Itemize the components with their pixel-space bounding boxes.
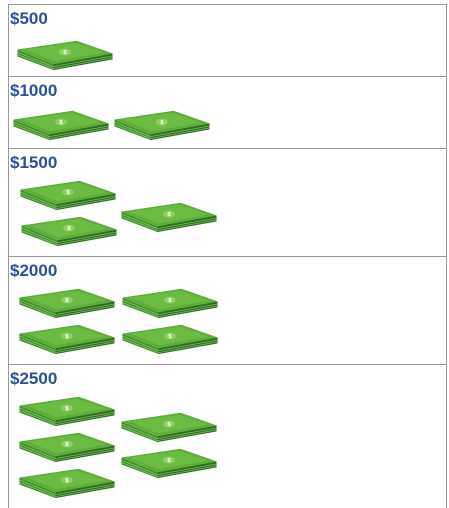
money-stack-icon: [18, 396, 116, 427]
money-stack-icon: [18, 288, 116, 319]
money-stack-icon: [18, 468, 116, 499]
money-stack-icon: [120, 412, 218, 443]
row-label: $2000: [10, 261, 57, 280]
money-stack-icon: [18, 432, 116, 463]
row-label: $500: [10, 9, 48, 28]
money-stack-icon: [121, 288, 219, 319]
row-label: $2500: [10, 369, 57, 388]
row-label: $1000: [10, 81, 57, 100]
money-stack-icon: [16, 40, 114, 71]
money-stack-icon: [113, 110, 211, 141]
money-stack-icon: [18, 324, 116, 355]
money-stack-icon: [12, 110, 110, 141]
money-stack-icon: [19, 180, 117, 211]
money-stack-icon: [121, 324, 219, 355]
money-stack-icon: [120, 448, 218, 479]
money-stack-icon: [20, 216, 118, 247]
table-borders: [8, 4, 447, 508]
row-label: $1500: [10, 153, 57, 172]
money-stack-icon: [120, 202, 218, 233]
